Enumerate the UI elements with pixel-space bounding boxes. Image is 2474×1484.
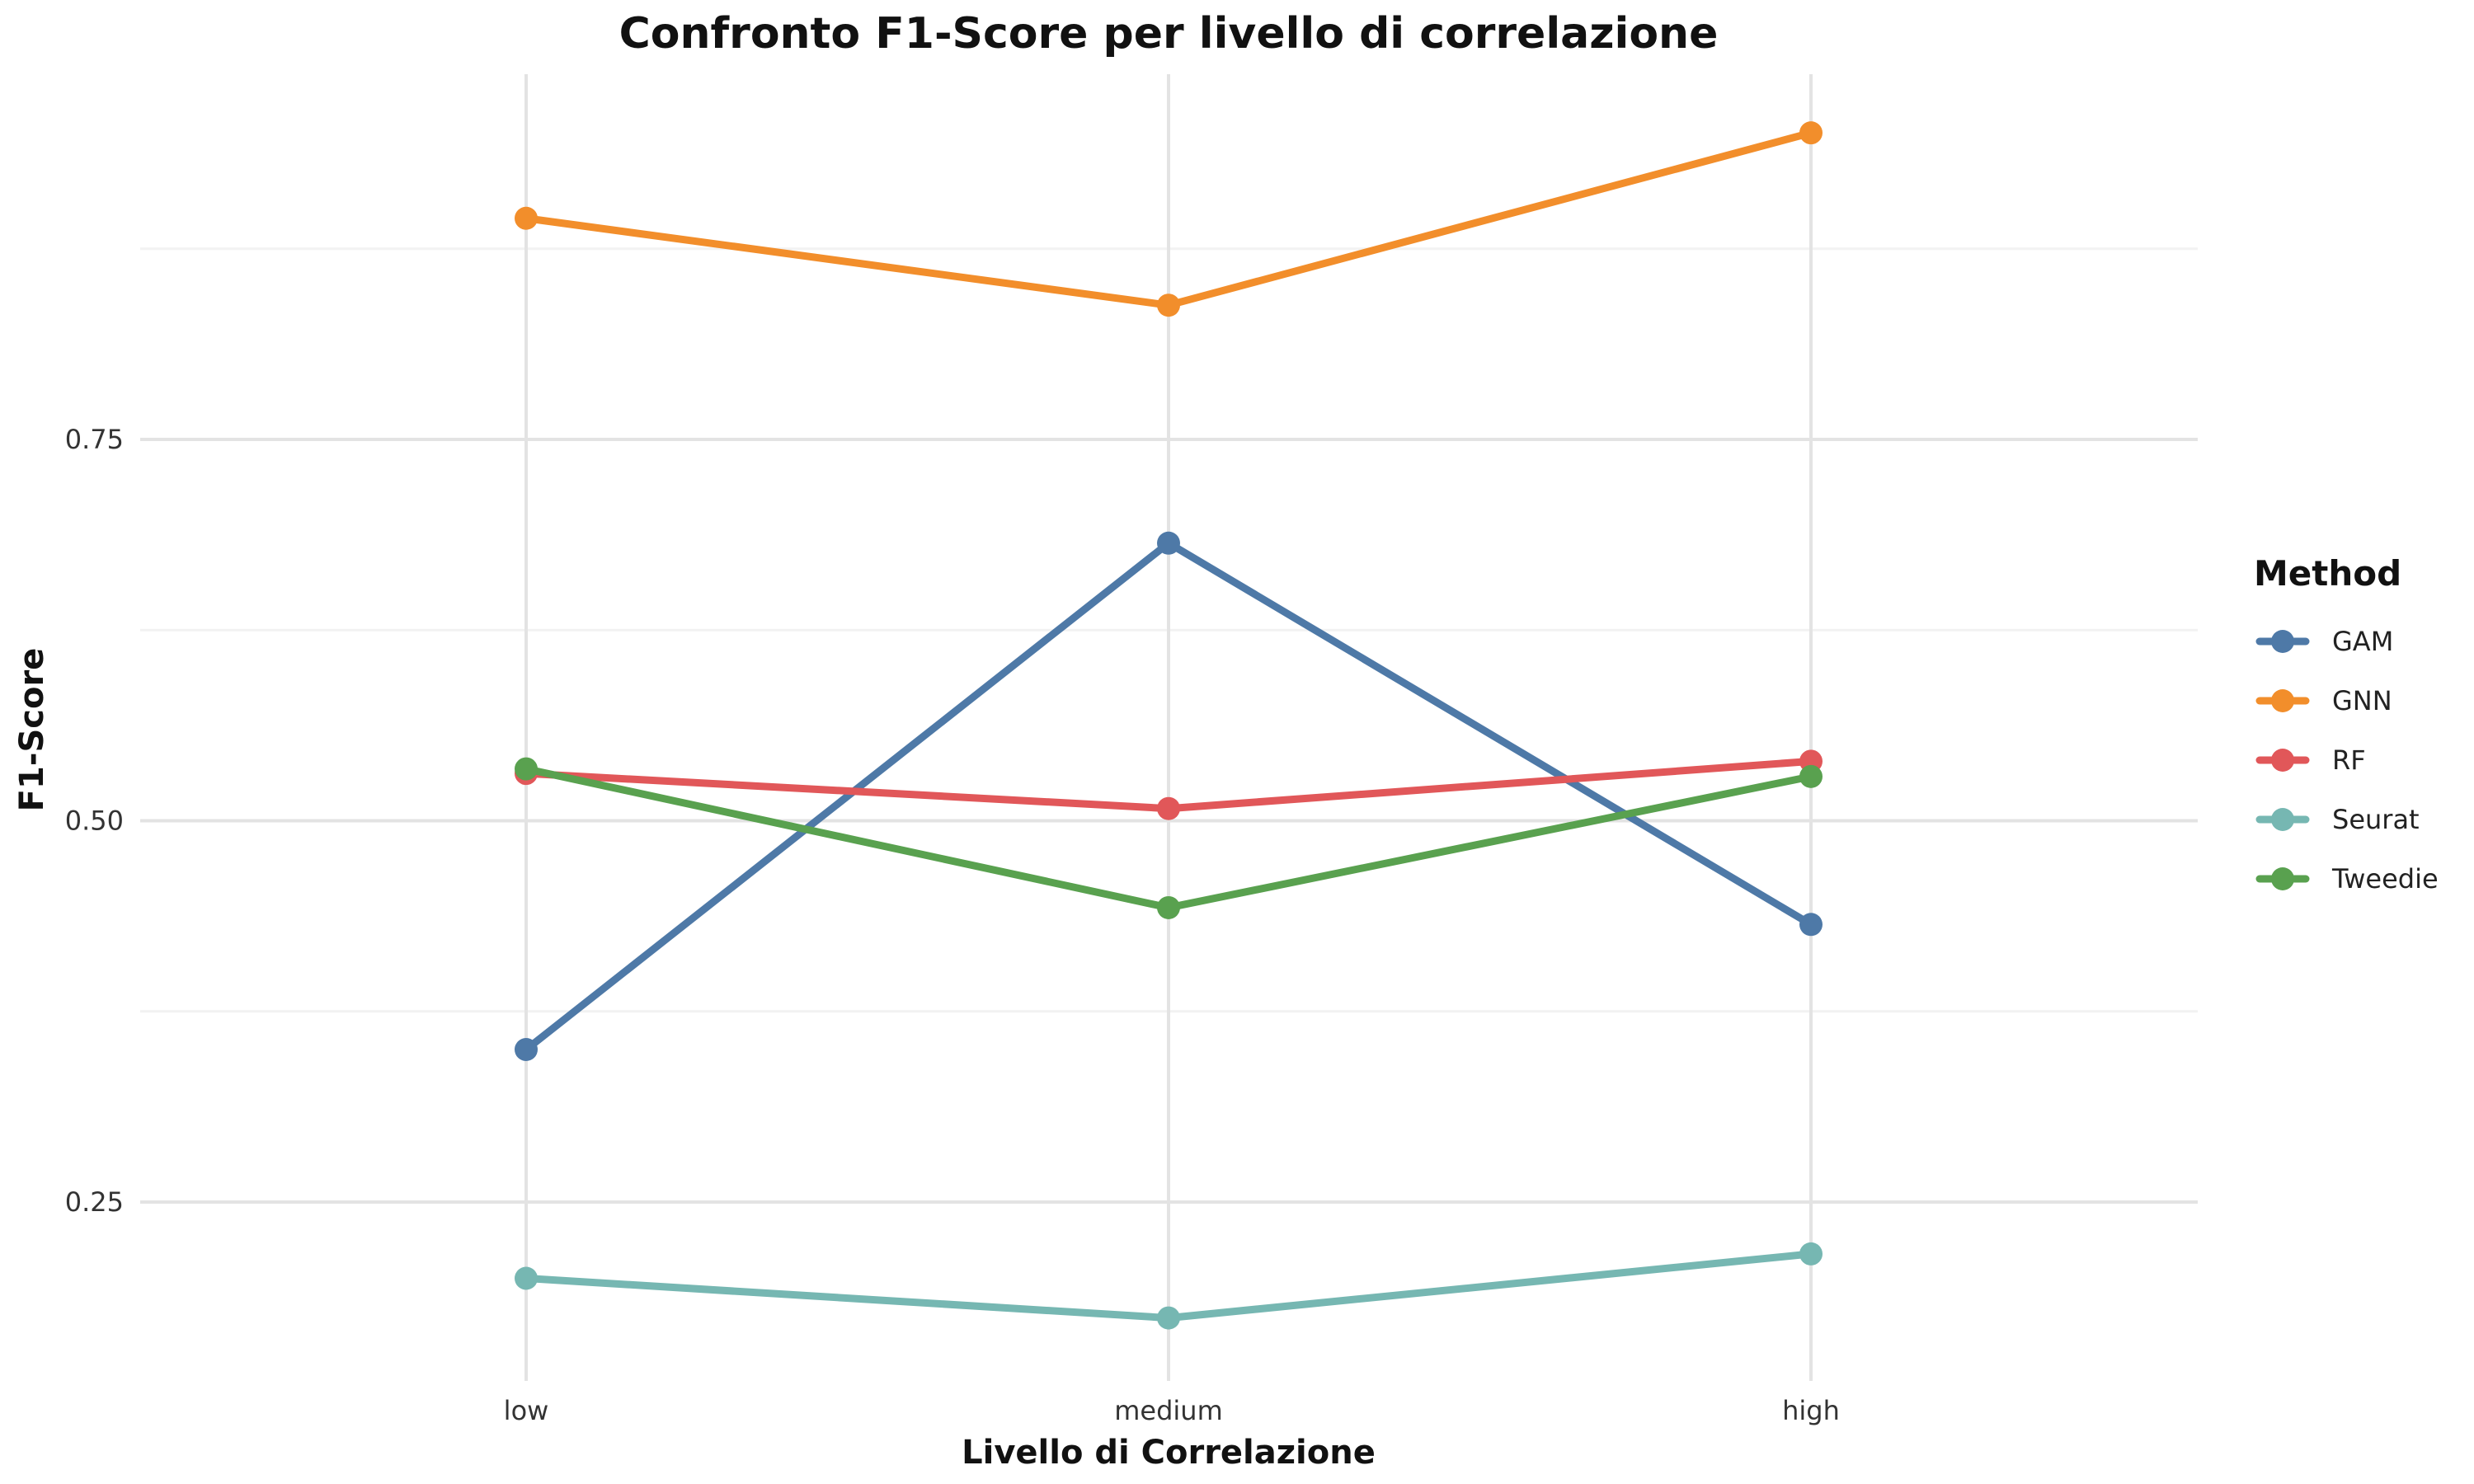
x-axis-title: Livello di Correlazione	[962, 1434, 1376, 1472]
legend-key-point-seurat	[2271, 808, 2294, 831]
legend-label-seurat: Seurat	[2332, 804, 2420, 835]
x-tick-label: medium	[1114, 1395, 1223, 1426]
chart-title: Confronto F1-Score per livello di correl…	[619, 9, 1719, 59]
legend-label-gam: GAM	[2332, 626, 2393, 657]
legend-item-rf: RF	[2255, 744, 2366, 776]
data-point-seurat-low	[515, 1266, 538, 1290]
legend-item-gnn: GNN	[2255, 685, 2392, 716]
data-point-rf-medium	[1157, 796, 1180, 820]
legend-item-gam: GAM	[2255, 626, 2393, 657]
legend-label-gnn: GNN	[2332, 685, 2392, 716]
tick-labels: 0.25 0.50 0.75 low medium high	[65, 424, 1840, 1426]
data-point-gnn-high	[1799, 121, 1823, 145]
series-gam	[515, 531, 1823, 1061]
grid-lines	[140, 74, 2198, 1381]
series-gnn	[515, 121, 1823, 317]
data-point-gam-low	[515, 1038, 538, 1061]
legend: Method GAM GNN RF Seurat Tweedie	[2254, 553, 2439, 895]
legend-key-point-gam	[2271, 630, 2294, 653]
x-tick-label: low	[504, 1395, 549, 1426]
data-point-seurat-medium	[1157, 1306, 1180, 1330]
series-layer	[515, 121, 1823, 1330]
data-point-gam-medium	[1157, 531, 1180, 555]
legend-key-point-tweedie	[2271, 867, 2294, 890]
data-point-tweedie-medium	[1157, 895, 1180, 919]
x-tick-label: high	[1782, 1395, 1840, 1426]
legend-title: Method	[2254, 553, 2401, 594]
legend-label-rf: RF	[2332, 744, 2366, 776]
data-point-seurat-high	[1799, 1242, 1823, 1266]
legend-item-tweedie: Tweedie	[2255, 863, 2439, 895]
legend-label-tweedie: Tweedie	[2331, 863, 2439, 895]
legend-item-seurat: Seurat	[2255, 804, 2420, 835]
series-tweedie	[515, 757, 1823, 919]
y-tick-label: 0.75	[65, 424, 124, 455]
data-point-tweedie-high	[1799, 764, 1823, 788]
y-tick-label: 0.50	[65, 805, 124, 837]
data-point-tweedie-low	[515, 757, 538, 781]
legend-items: GAM GNN RF Seurat Tweedie	[2255, 626, 2439, 895]
y-tick-label: 0.25	[65, 1186, 124, 1218]
data-point-gnn-low	[515, 206, 538, 230]
y-axis-title: F1-Score	[13, 648, 51, 812]
series-seurat	[515, 1242, 1823, 1330]
legend-key-point-gnn	[2271, 689, 2294, 712]
data-point-gam-high	[1799, 913, 1823, 937]
legend-key-point-rf	[2271, 749, 2294, 772]
data-point-gnn-medium	[1157, 294, 1180, 317]
